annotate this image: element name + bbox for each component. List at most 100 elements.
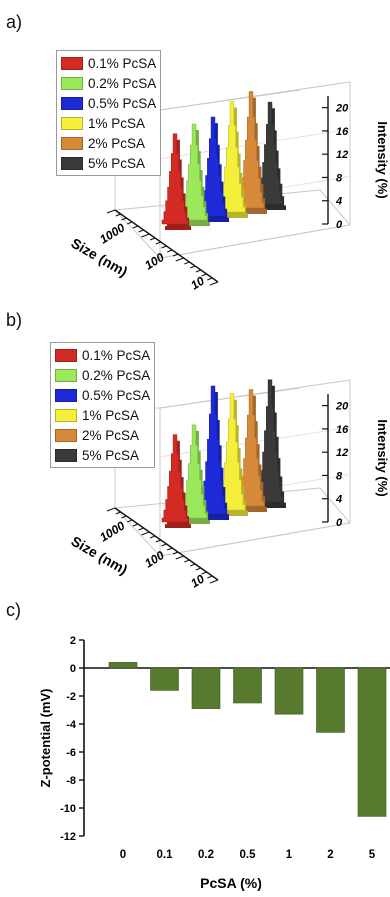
legend-swatch bbox=[55, 348, 77, 362]
size-axis-tick bbox=[172, 253, 179, 257]
bar-0.1 bbox=[150, 667, 179, 691]
legend-item: 5% PcSA bbox=[61, 153, 156, 173]
legend-b: 0.1% PcSA 0.2% PcSA 0.5% PcSA 1% PcSA 2% PcS… bbox=[50, 342, 156, 468]
size-axis-tick bbox=[195, 269, 202, 273]
y-tick-label: -6 bbox=[66, 747, 76, 759]
z-tick-label: 20 bbox=[335, 401, 349, 413]
legend-label: 1% PcSA bbox=[82, 407, 140, 423]
bar-2 bbox=[316, 667, 345, 733]
z-potential-bar-chart: 2 0 -2 -4 -6 -8 -10 -12 Z-potential (mV) 0 0.1 0.2 0… bbox=[38, 635, 390, 891]
size-axis-tick bbox=[121, 217, 127, 221]
legend-item: 0.5% PcSA bbox=[61, 93, 156, 113]
legend-label: 0.5% PcSA bbox=[88, 95, 157, 111]
size-axis-tick bbox=[161, 543, 167, 547]
x-tick-label: 1 bbox=[286, 849, 293, 861]
size-axis-tick bbox=[126, 221, 133, 225]
z-tick-label: 16 bbox=[336, 424, 349, 436]
y-tick-label: -12 bbox=[60, 831, 76, 843]
size-tick-label: 10 bbox=[188, 273, 207, 292]
z-tick-label: 0 bbox=[336, 219, 343, 231]
z-axis-title: Intensity (%) bbox=[375, 419, 390, 496]
legend-swatch bbox=[61, 96, 83, 110]
size-axis-tick bbox=[209, 281, 219, 286]
legend-item: 1% PcSA bbox=[55, 405, 150, 425]
size-axis-tick bbox=[106, 507, 116, 512]
legend-label: 1% PcSA bbox=[88, 115, 146, 131]
peak-1 bbox=[161, 434, 189, 523]
panel-a-label: a) bbox=[6, 12, 23, 32]
legend-swatch bbox=[55, 448, 77, 462]
z-axis-title: Intensity (%) bbox=[375, 121, 390, 198]
size-axis-tick bbox=[155, 241, 161, 245]
size-axis-tick bbox=[121, 515, 127, 519]
legend-swatch bbox=[61, 56, 83, 70]
y-tick-label: -2 bbox=[66, 691, 76, 703]
size-tick-label: 1000 bbox=[97, 518, 127, 544]
legend-item: 2% PcSA bbox=[61, 133, 156, 153]
size-axis-tick bbox=[207, 575, 213, 579]
x-tick-label: 0.5 bbox=[240, 849, 257, 861]
x-tick-label: 0.2 bbox=[198, 849, 214, 861]
legend-swatch bbox=[61, 156, 83, 170]
legend-swatch bbox=[55, 388, 77, 402]
bar-0.2 bbox=[191, 667, 221, 709]
legend-item: 0.2% PcSA bbox=[61, 73, 156, 93]
y-tick-label: 2 bbox=[70, 635, 76, 647]
size-axis-tick bbox=[172, 551, 179, 555]
size-axis-tick bbox=[132, 225, 139, 229]
z-tick-label: 16 bbox=[336, 126, 349, 138]
legend-label: 0.2% PcSA bbox=[82, 367, 151, 383]
legend-a: 0.1% PcSA 0.2% PcSA 0.5% PcSA 1% PcSA 2% PcS… bbox=[56, 50, 162, 176]
x-tick-label: 0.1 bbox=[157, 849, 174, 861]
size-axis-tick bbox=[184, 261, 190, 265]
legend-item: 0.1% PcSA bbox=[61, 53, 156, 73]
y-tick-label: -4 bbox=[66, 719, 77, 731]
z-tick-label: 4 bbox=[335, 196, 342, 208]
legend-label: 2% PcSA bbox=[88, 135, 146, 151]
size-axis-tick bbox=[132, 523, 139, 527]
y-tick-label: 0 bbox=[70, 663, 76, 675]
legend-item: 0.1% PcSA bbox=[55, 345, 150, 365]
size-axis-tick bbox=[195, 567, 202, 571]
size-axis-title: Size (nm) bbox=[69, 533, 131, 578]
bar-0.5 bbox=[233, 667, 262, 704]
bar-1 bbox=[274, 667, 304, 715]
size-axis-tick bbox=[209, 579, 219, 584]
panel-c-label: c) bbox=[6, 600, 21, 620]
z-tick-label: 8 bbox=[336, 470, 343, 482]
size-tick-label: 100 bbox=[142, 548, 167, 571]
x-tick-label: 5 bbox=[369, 849, 376, 861]
bar-5 bbox=[357, 667, 387, 817]
size-axis-tick bbox=[155, 539, 161, 543]
panel-b-label: b) bbox=[6, 310, 23, 330]
legend-label: 2% PcSA bbox=[82, 427, 140, 443]
y-axis-title: Z-potential (mV) bbox=[38, 689, 53, 788]
legend-label: 0.1% PcSA bbox=[88, 55, 157, 71]
size-axis-tick bbox=[141, 233, 150, 238]
size-axis-tick bbox=[149, 535, 156, 539]
z-tick-label: 20 bbox=[335, 103, 349, 115]
z-tick-label: 12 bbox=[336, 149, 348, 161]
y-tick-label: -8 bbox=[66, 775, 76, 787]
size-axis-title: Size (nm) bbox=[69, 235, 131, 280]
size-distribution-chart-a: 0 4 8 12 16 20 Intensity (%) 1000 100 10 Size (nm) bbox=[69, 81, 390, 293]
legend-swatch bbox=[55, 428, 77, 442]
x-tick-label: 2 bbox=[327, 849, 333, 861]
size-axis-tick bbox=[141, 531, 150, 536]
legend-item: 5% PcSA bbox=[55, 445, 150, 465]
size-axis-tick bbox=[189, 563, 196, 567]
z-tick-label: 0 bbox=[336, 517, 343, 529]
legend-label: 5% PcSA bbox=[88, 155, 146, 171]
peak-3 bbox=[199, 385, 227, 515]
legend-swatch bbox=[61, 76, 83, 90]
z-tick-label: 8 bbox=[336, 172, 343, 184]
peak-1 bbox=[161, 133, 189, 225]
z-tick-label: 4 bbox=[335, 494, 342, 506]
size-tick-label: 10 bbox=[188, 571, 207, 590]
size-axis-tick bbox=[115, 511, 121, 515]
z-tick-label: 12 bbox=[336, 447, 348, 459]
x-axis-title: PcSA (%) bbox=[200, 875, 262, 891]
size-axis-tick bbox=[201, 273, 207, 277]
size-tick-label: 100 bbox=[142, 250, 167, 273]
x-tick-label: 0 bbox=[120, 849, 126, 861]
